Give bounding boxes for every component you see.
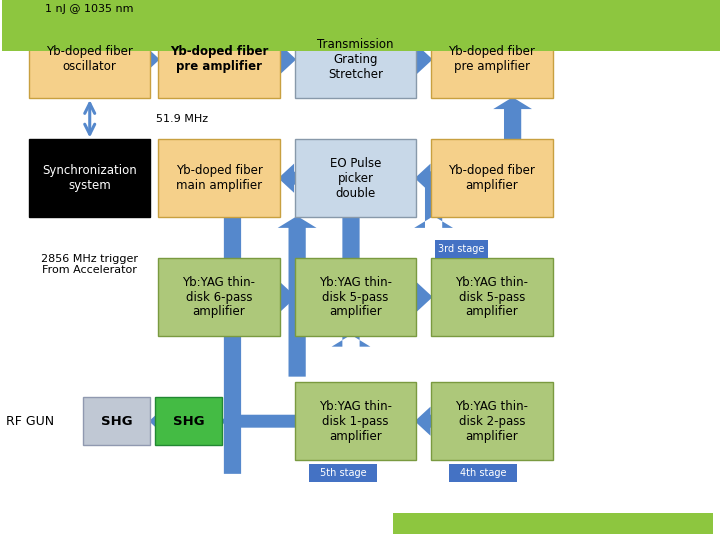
Text: EO Pulse
picker
double: EO Pulse picker double xyxy=(330,157,381,200)
FancyBboxPatch shape xyxy=(309,464,377,482)
FancyBboxPatch shape xyxy=(431,382,553,460)
Text: Transmission
Grating
Stretcher: Transmission Grating Stretcher xyxy=(318,38,394,81)
Polygon shape xyxy=(213,204,252,474)
Text: Yb:YAG thin-
disk 6-pass
amplifier: Yb:YAG thin- disk 6-pass amplifier xyxy=(182,275,256,319)
Polygon shape xyxy=(84,407,100,436)
FancyBboxPatch shape xyxy=(435,240,488,258)
FancyBboxPatch shape xyxy=(158,21,279,98)
FancyBboxPatch shape xyxy=(393,513,713,534)
Polygon shape xyxy=(414,172,453,228)
Text: 3rd stage: 3rd stage xyxy=(438,244,485,254)
Polygon shape xyxy=(332,172,370,347)
Text: Yb:YAG thin-
disk 5-pass
amplifier: Yb:YAG thin- disk 5-pass amplifier xyxy=(456,275,528,319)
Polygon shape xyxy=(149,407,165,436)
Polygon shape xyxy=(415,45,433,74)
Text: Yb-doped fiber
main amplifier: Yb-doped fiber main amplifier xyxy=(176,164,263,192)
FancyBboxPatch shape xyxy=(158,258,279,336)
FancyBboxPatch shape xyxy=(29,21,150,98)
Polygon shape xyxy=(278,164,296,193)
FancyBboxPatch shape xyxy=(1,0,720,51)
Text: 2856 MHz trigger
From Accelerator: 2856 MHz trigger From Accelerator xyxy=(41,254,138,275)
Text: 1 nJ @ 1035 nm: 1 nJ @ 1035 nm xyxy=(45,3,134,14)
FancyBboxPatch shape xyxy=(449,464,517,482)
Polygon shape xyxy=(415,282,433,312)
Polygon shape xyxy=(415,164,433,193)
Polygon shape xyxy=(278,45,296,74)
Text: 5th stage: 5th stage xyxy=(320,468,366,478)
Polygon shape xyxy=(144,45,160,74)
FancyBboxPatch shape xyxy=(294,139,416,217)
Text: Synchronization
system: Synchronization system xyxy=(42,164,137,192)
FancyBboxPatch shape xyxy=(294,21,416,98)
Text: SHG: SHG xyxy=(101,415,132,428)
Text: 51.9 MHz: 51.9 MHz xyxy=(156,114,208,124)
FancyBboxPatch shape xyxy=(155,397,222,445)
FancyBboxPatch shape xyxy=(431,21,553,98)
Polygon shape xyxy=(415,407,433,436)
Text: Yb:YAG thin-
disk 1-pass
amplifier: Yb:YAG thin- disk 1-pass amplifier xyxy=(319,400,392,443)
Polygon shape xyxy=(221,407,296,436)
Text: Yb:YAG thin-
disk 2-pass
amplifier: Yb:YAG thin- disk 2-pass amplifier xyxy=(456,400,528,443)
FancyBboxPatch shape xyxy=(294,382,416,460)
FancyBboxPatch shape xyxy=(294,258,416,336)
Text: RF GUN: RF GUN xyxy=(6,415,55,428)
Text: Yb-doped fiber
oscillator: Yb-doped fiber oscillator xyxy=(46,45,133,73)
Text: Yb-doped fiber
amplifier: Yb-doped fiber amplifier xyxy=(449,164,536,192)
Text: Introduction to current laser system: Introduction to current laser system xyxy=(132,16,590,36)
FancyBboxPatch shape xyxy=(158,139,279,217)
Polygon shape xyxy=(493,97,532,172)
Text: Yb-doped fiber
pre amplifier: Yb-doped fiber pre amplifier xyxy=(170,45,269,73)
Text: SHG: SHG xyxy=(173,415,204,428)
Text: Yb:YAG thin-
disk 5-pass
amplifier: Yb:YAG thin- disk 5-pass amplifier xyxy=(319,275,392,319)
Text: 4th stage: 4th stage xyxy=(460,468,506,478)
FancyBboxPatch shape xyxy=(29,139,150,217)
FancyBboxPatch shape xyxy=(83,397,150,445)
Polygon shape xyxy=(278,282,296,312)
FancyBboxPatch shape xyxy=(431,139,553,217)
FancyBboxPatch shape xyxy=(431,258,553,336)
Text: Introduction to current A1 laser system: Introduction to current A1 laser system xyxy=(464,519,642,528)
Polygon shape xyxy=(278,216,317,377)
Text: Yb-doped fiber
pre amplifier: Yb-doped fiber pre amplifier xyxy=(449,45,536,73)
